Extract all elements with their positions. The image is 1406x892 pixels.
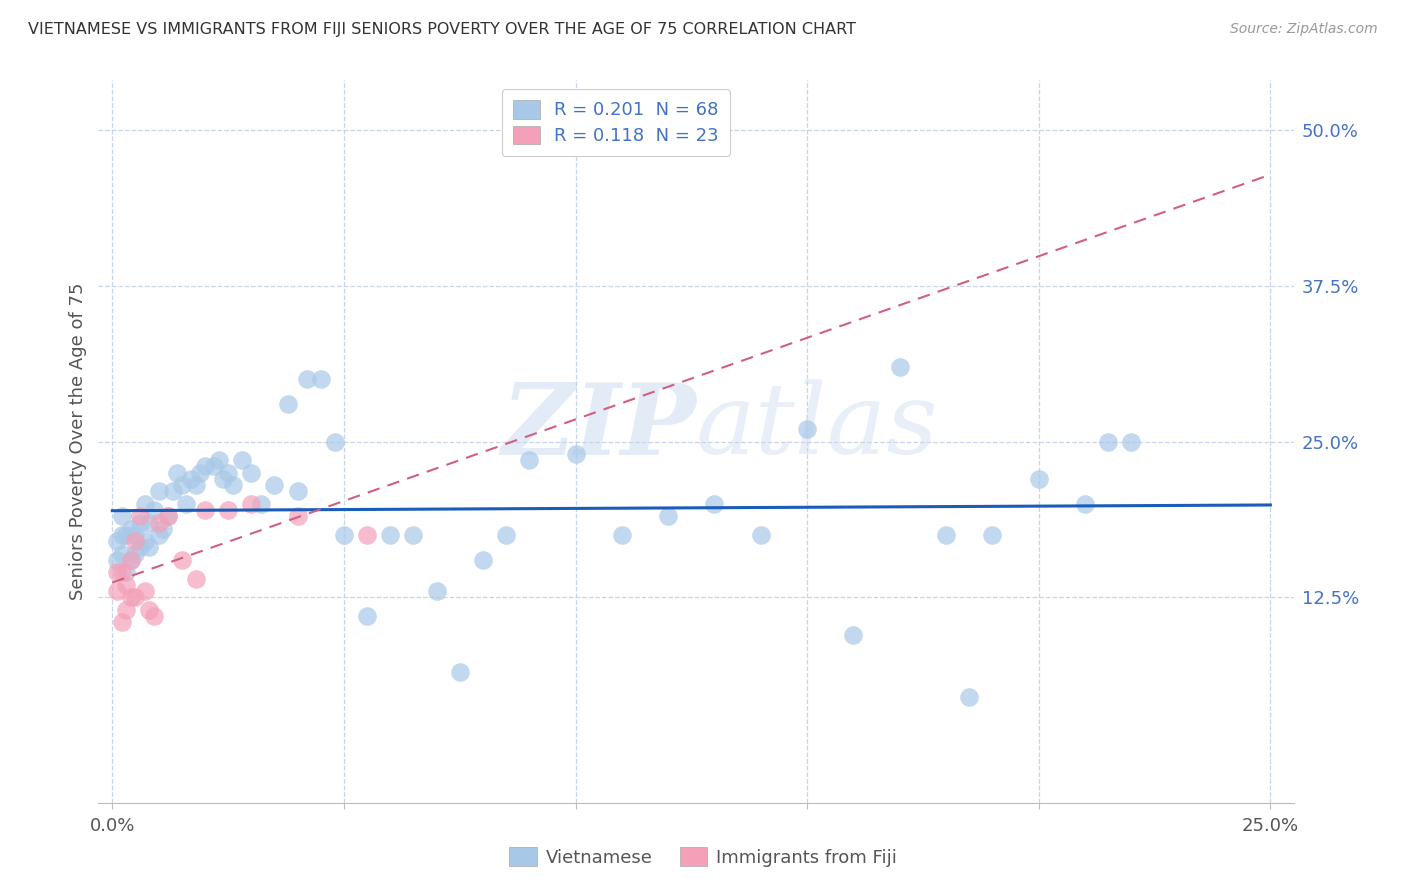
Point — [124, 534, 146, 549]
Point — [471, 553, 494, 567]
Point — [610, 528, 633, 542]
Point — [176, 497, 198, 511]
Point — [309, 372, 332, 386]
Point — [249, 497, 271, 511]
Point — [170, 553, 193, 567]
Point — [217, 466, 239, 480]
Point — [217, 503, 239, 517]
Point — [156, 509, 179, 524]
Point — [105, 566, 128, 580]
Point — [208, 453, 231, 467]
Point — [115, 566, 138, 580]
Point — [402, 528, 425, 542]
Point — [263, 478, 285, 492]
Point — [957, 690, 980, 704]
Point — [749, 528, 772, 542]
Point — [134, 497, 156, 511]
Point — [105, 584, 128, 599]
Point — [110, 509, 132, 524]
Legend: Vietnamese, Immigrants from Fiji: Vietnamese, Immigrants from Fiji — [502, 840, 904, 874]
Point — [129, 541, 152, 555]
Point — [115, 578, 138, 592]
Point — [120, 553, 142, 567]
Point — [162, 484, 184, 499]
Point — [495, 528, 517, 542]
Point — [110, 566, 132, 580]
Point — [188, 466, 211, 480]
Point — [148, 516, 170, 530]
Point — [105, 534, 128, 549]
Point — [277, 397, 299, 411]
Point — [148, 528, 170, 542]
Point — [657, 509, 679, 524]
Point — [287, 509, 309, 524]
Point — [323, 434, 346, 449]
Legend: R = 0.201  N = 68, R = 0.118  N = 23: R = 0.201 N = 68, R = 0.118 N = 23 — [502, 89, 730, 156]
Point — [981, 528, 1004, 542]
Point — [124, 591, 146, 605]
Point — [180, 472, 202, 486]
Point — [449, 665, 471, 679]
Point — [138, 541, 160, 555]
Point — [184, 478, 207, 492]
Point — [120, 591, 142, 605]
Point — [134, 584, 156, 599]
Y-axis label: Seniors Poverty Over the Age of 75: Seniors Poverty Over the Age of 75 — [69, 283, 87, 600]
Point — [1028, 472, 1050, 486]
Point — [166, 466, 188, 480]
Point — [356, 609, 378, 624]
Point — [240, 497, 263, 511]
Point — [1074, 497, 1097, 511]
Point — [129, 509, 152, 524]
Point — [152, 522, 174, 536]
Point — [935, 528, 957, 542]
Point — [105, 553, 128, 567]
Point — [120, 553, 142, 567]
Point — [796, 422, 818, 436]
Text: ZIP: ZIP — [501, 379, 696, 475]
Point — [184, 572, 207, 586]
Point — [194, 459, 217, 474]
Text: atlas: atlas — [696, 379, 939, 475]
Point — [1121, 434, 1143, 449]
Point — [703, 497, 725, 511]
Point — [129, 516, 152, 530]
Point — [115, 603, 138, 617]
Point — [156, 509, 179, 524]
Point — [110, 547, 132, 561]
Point — [138, 603, 160, 617]
Point — [170, 478, 193, 492]
Point — [194, 503, 217, 517]
Point — [212, 472, 235, 486]
Point — [124, 528, 146, 542]
Text: Source: ZipAtlas.com: Source: ZipAtlas.com — [1230, 22, 1378, 37]
Point — [222, 478, 245, 492]
Point — [842, 627, 865, 641]
Point — [231, 453, 253, 467]
Point — [380, 528, 402, 542]
Text: VIETNAMESE VS IMMIGRANTS FROM FIJI SENIORS POVERTY OVER THE AGE OF 75 CORRELATIO: VIETNAMESE VS IMMIGRANTS FROM FIJI SENIO… — [28, 22, 856, 37]
Point — [138, 516, 160, 530]
Point — [134, 534, 156, 549]
Point — [564, 447, 586, 461]
Point — [124, 547, 146, 561]
Point — [143, 503, 166, 517]
Point — [110, 615, 132, 630]
Point — [202, 459, 225, 474]
Point — [295, 372, 318, 386]
Point — [287, 484, 309, 499]
Point — [110, 528, 132, 542]
Point — [333, 528, 356, 542]
Point — [517, 453, 540, 467]
Point — [120, 522, 142, 536]
Point — [115, 528, 138, 542]
Point — [1097, 434, 1119, 449]
Point — [356, 528, 378, 542]
Point — [148, 484, 170, 499]
Point — [889, 359, 911, 374]
Point — [240, 466, 263, 480]
Point — [143, 609, 166, 624]
Point — [426, 584, 449, 599]
